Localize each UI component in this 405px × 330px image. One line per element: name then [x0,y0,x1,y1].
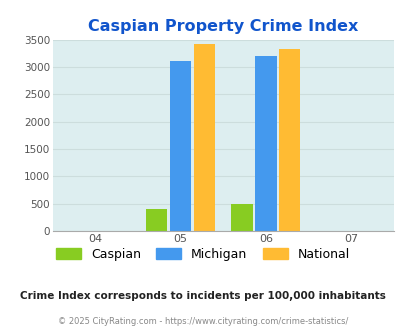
Bar [170,61,191,231]
Bar [194,44,215,231]
Title: Caspian Property Crime Index: Caspian Property Crime Index [88,19,358,34]
Bar [255,56,276,231]
Text: © 2025 CityRating.com - https://www.cityrating.com/crime-statistics/: © 2025 CityRating.com - https://www.city… [58,317,347,326]
Bar [146,209,167,231]
Bar [279,49,300,231]
Legend: Caspian, Michigan, National: Caspian, Michigan, National [51,243,354,266]
Text: Crime Index corresponds to incidents per 100,000 inhabitants: Crime Index corresponds to incidents per… [20,291,385,301]
Bar [231,204,252,231]
